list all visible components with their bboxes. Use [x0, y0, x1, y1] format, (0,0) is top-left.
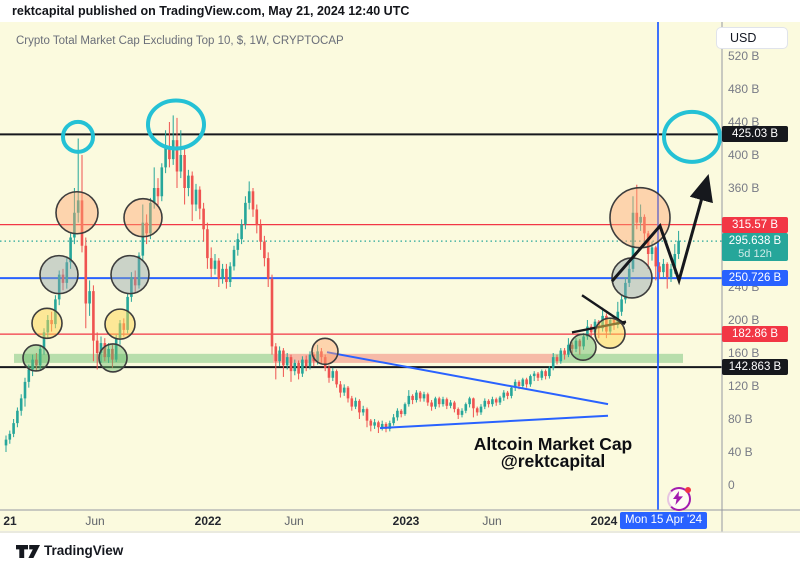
price-badge: 295.638 B 5d 12h	[722, 233, 788, 262]
y-axis-label: 40 B	[728, 445, 753, 459]
price-badge: 250.726 B	[722, 270, 788, 287]
y-axis-label: 480 B	[728, 82, 760, 96]
y-axis-label: 520 B	[728, 49, 760, 63]
x-axis-label: 2022	[194, 514, 222, 528]
y-axis-label: 400 B	[728, 148, 760, 162]
price-badge: 315.57 B	[722, 216, 788, 233]
y-axis-label: 120 B	[728, 379, 760, 393]
tradingview-brand-text: TradingView	[44, 543, 124, 558]
y-axis-label: 200 B	[728, 313, 760, 327]
currency-toggle-button[interactable]: USD	[716, 27, 788, 49]
notification-dot	[685, 487, 691, 493]
y-axis-label: 0	[728, 478, 735, 492]
x-axis-label: Jun	[482, 514, 502, 528]
chart-canvas-background	[0, 22, 800, 533]
y-axis-label: 80 B	[728, 412, 753, 426]
tradingview-logo-icon	[16, 545, 40, 558]
lightning-quick-action-icon[interactable]	[667, 487, 691, 511]
x-axis-label: 2024	[590, 514, 618, 528]
y-axis-label: 440 B	[728, 115, 760, 129]
y-axis-label: 160 B	[728, 346, 760, 360]
lightning-bolt-icon	[673, 491, 683, 505]
footer-bar: TradingView	[0, 533, 800, 565]
attribution-bar: rektcapital published on TradingView.com…	[0, 0, 800, 22]
chart-annotation-text: Altcoin Market Cap @rektcapital	[455, 434, 651, 471]
x-axis-label: Jun	[284, 514, 304, 528]
chart-legend[interactable]: Crypto Total Market Cap Excluding Top 10…	[16, 35, 344, 47]
annotation-line2: @rektcapital	[500, 451, 606, 471]
price-badge: 425.03 B	[722, 126, 788, 143]
event-date-badge: Mon 15 Apr '24	[620, 512, 707, 529]
x-axis-label: 2023	[392, 514, 420, 528]
price-badge: 182.86 B	[722, 326, 788, 343]
x-axis-label: Jun	[85, 514, 105, 528]
y-axis-label: 360 B	[728, 181, 760, 195]
price-badge: 142.863 B	[722, 359, 788, 376]
annotation-line1: Altcoin Market Cap	[473, 434, 633, 454]
x-axis-label: 21	[3, 514, 17, 528]
attribution-text: rektcapital published on TradingView.com…	[12, 4, 410, 18]
